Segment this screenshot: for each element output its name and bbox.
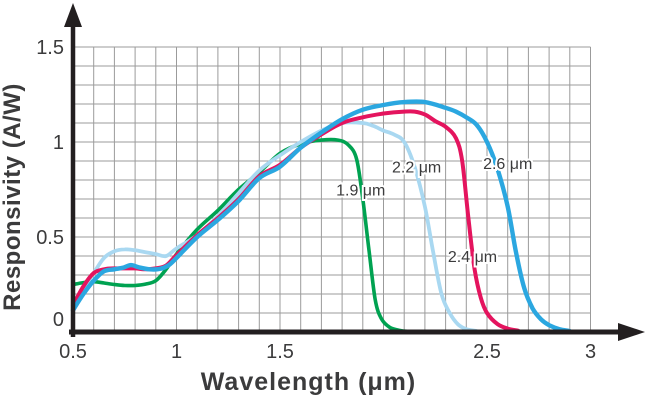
curve-2-6-um <box>70 99 572 334</box>
y-axis-arrow-icon <box>64 3 82 27</box>
y-tick-1: 1 <box>53 132 64 154</box>
x-tick-1: 1 <box>171 341 182 363</box>
x-axis-title: Wavelength (μm) <box>200 368 417 396</box>
x-tick-2-5: 2.5 <box>473 341 501 363</box>
x-tick-0-5: 0.5 <box>59 341 87 363</box>
y-tick-0: 0 <box>53 309 64 331</box>
curve-label-2-6-um: 2.6 μm <box>483 156 532 173</box>
y-tick-0-5: 0.5 <box>36 227 64 249</box>
curve-1-9-um <box>71 137 411 334</box>
curve-label-2-4-um: 2.4 μm <box>448 249 497 266</box>
x-tick-3: 3 <box>585 341 596 363</box>
curve-label-2-2-um: 2.2 μm <box>392 160 441 177</box>
curve-label-1-9-um: 1.9 μm <box>336 183 385 200</box>
y-axis-title: Responsivity (A/W) <box>0 83 26 311</box>
x-tick-1-5: 1.5 <box>266 341 294 363</box>
y-tick-1-5: 1.5 <box>36 37 64 59</box>
curve-2-2-um <box>71 120 479 333</box>
x-axis-arrow-icon <box>618 323 645 341</box>
